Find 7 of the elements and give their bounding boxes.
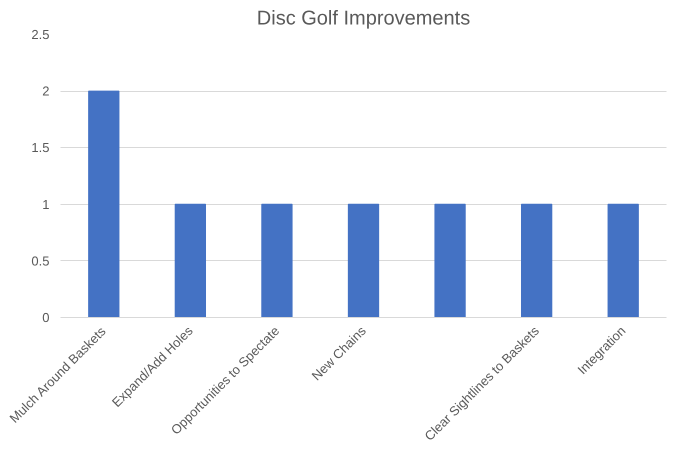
y-tick-label: 1 <box>42 196 50 212</box>
y-tick-label: 2 <box>42 84 50 99</box>
y-tick-label: 1.5 <box>31 140 50 156</box>
y-tick-label: 0 <box>42 310 50 325</box>
y-tick-label: 0.5 <box>31 253 50 268</box>
chart-title: Disc Golf Improvements <box>256 8 470 30</box>
y-tick-label: 2.5 <box>31 27 50 42</box>
